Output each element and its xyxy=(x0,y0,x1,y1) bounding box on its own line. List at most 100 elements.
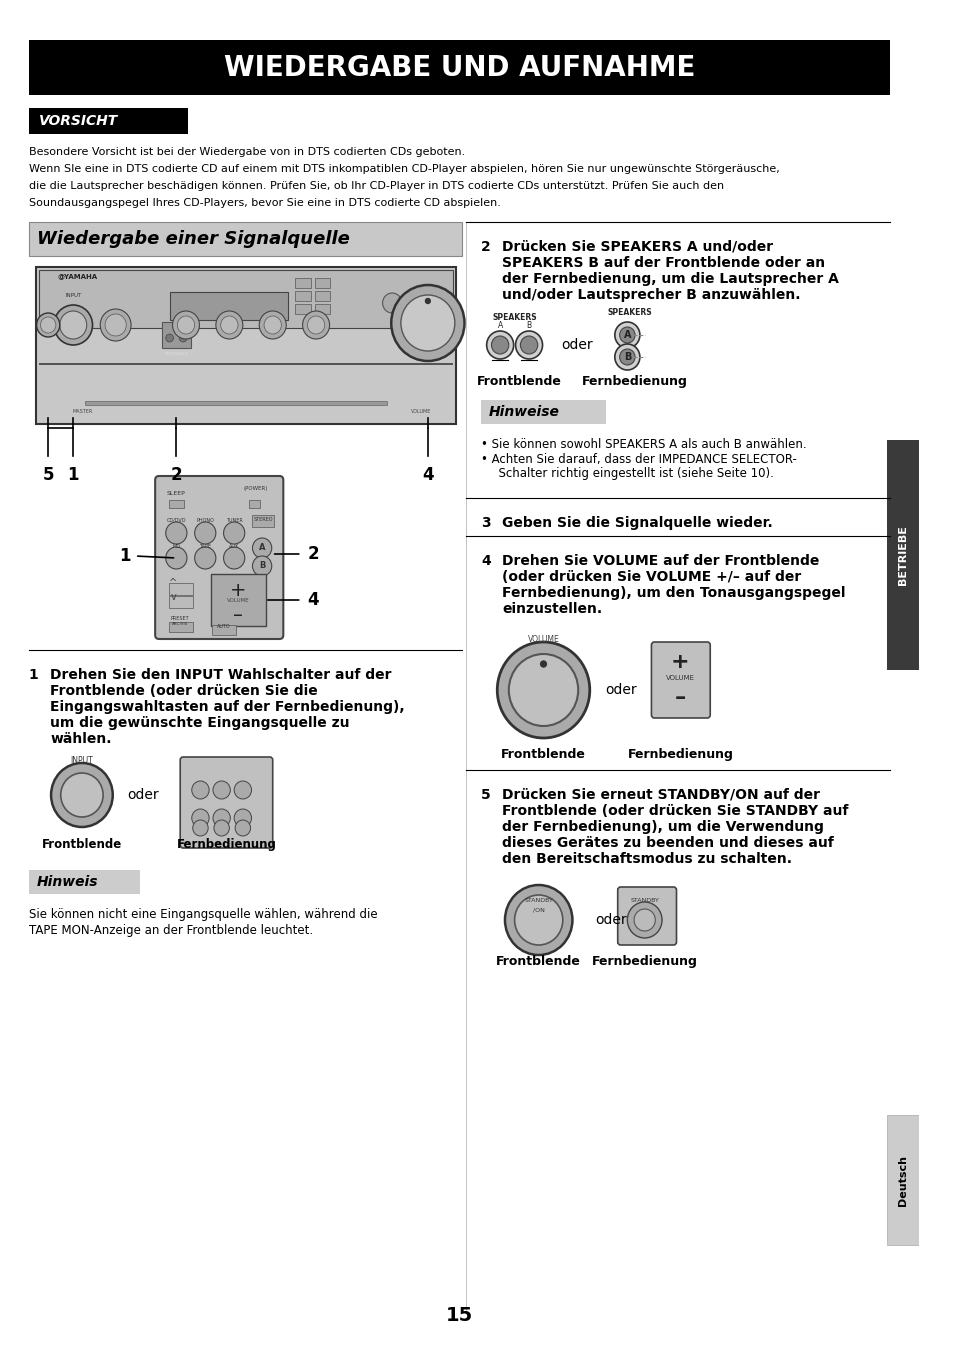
Circle shape xyxy=(213,820,229,836)
Text: WIEDERGABE UND AUFNAHME: WIEDERGABE UND AUFNAHME xyxy=(224,54,695,81)
Text: /ON: /ON xyxy=(532,909,544,913)
Text: VOLUME: VOLUME xyxy=(227,599,249,603)
Text: Deutsch: Deutsch xyxy=(897,1154,907,1205)
Text: A: A xyxy=(623,330,631,340)
Text: wählen.: wählen. xyxy=(51,732,112,745)
Text: Frontblende: Frontblende xyxy=(500,748,585,762)
Circle shape xyxy=(166,334,173,342)
Text: v: v xyxy=(171,592,176,603)
Bar xyxy=(480,400,605,425)
Circle shape xyxy=(105,314,126,336)
Text: Drücken Sie erneut STANDBY/ON auf der: Drücken Sie erneut STANDBY/ON auf der xyxy=(501,789,820,802)
Circle shape xyxy=(491,336,508,355)
Circle shape xyxy=(192,780,209,799)
Circle shape xyxy=(166,522,187,545)
Text: STANDBY: STANDBY xyxy=(524,898,553,903)
Text: 1: 1 xyxy=(29,669,39,682)
Circle shape xyxy=(234,820,251,836)
Text: VOLUME: VOLUME xyxy=(665,675,694,681)
Text: Sie können nicht eine Eingangsquelle wählen, während die: Sie können nicht eine Eingangsquelle wäh… xyxy=(29,909,377,921)
Bar xyxy=(885,1115,919,1246)
Circle shape xyxy=(515,332,542,359)
Bar xyxy=(162,322,191,348)
Bar xyxy=(169,500,184,508)
Text: PRESET: PRESET xyxy=(171,616,190,621)
Text: SPEAKERS: SPEAKERS xyxy=(607,307,652,317)
Circle shape xyxy=(627,902,661,938)
Text: den Bereitschaftsmodus zu schalten.: den Bereitschaftsmodus zu schalten. xyxy=(501,852,791,865)
Circle shape xyxy=(51,763,112,828)
Circle shape xyxy=(253,538,272,558)
Text: STEREO: STEREO xyxy=(253,518,273,522)
Circle shape xyxy=(619,328,635,342)
Circle shape xyxy=(400,295,455,350)
Text: BETRIEBE: BETRIEBE xyxy=(897,526,907,585)
Text: INPUT: INPUT xyxy=(65,293,81,298)
Text: Schalter richtig eingestellt ist (siehe Seite 10).: Schalter richtig eingestellt ist (siehe … xyxy=(490,466,773,480)
Text: SPEAKERS B auf der Frontblende oder an: SPEAKERS B auf der Frontblende oder an xyxy=(501,256,824,270)
Circle shape xyxy=(40,317,56,333)
Circle shape xyxy=(486,332,513,359)
Text: PHONO: PHONO xyxy=(196,518,214,523)
Text: Frontblende (oder drücken Sie die: Frontblende (oder drücken Sie die xyxy=(51,683,317,698)
Circle shape xyxy=(192,809,209,828)
Text: INPUT: INPUT xyxy=(71,756,93,766)
Circle shape xyxy=(497,642,589,737)
Text: oder: oder xyxy=(561,338,593,352)
Circle shape xyxy=(259,311,286,338)
Text: B: B xyxy=(623,352,630,363)
Text: Wenn SIe eine in DTS codierte CD auf einem mit DTS inkompatiblen CD-Player abspi: Wenn SIe eine in DTS codierte CD auf ein… xyxy=(29,164,779,174)
Text: • Achten Sie darauf, dass der IMPEDANCE SELECTOR-: • Achten Sie darauf, dass der IMPEDANCE … xyxy=(480,453,796,466)
Text: der Fernbedienung), um die Verwendung: der Fernbedienung), um die Verwendung xyxy=(501,820,823,834)
Circle shape xyxy=(406,293,425,313)
Text: 2: 2 xyxy=(480,240,490,253)
Text: A: A xyxy=(258,543,265,553)
Text: 5: 5 xyxy=(42,466,54,484)
Circle shape xyxy=(519,336,537,355)
FancyBboxPatch shape xyxy=(155,476,283,639)
Text: IMPEDANCE: IMPEDANCE xyxy=(164,352,189,356)
Text: 4: 4 xyxy=(421,466,434,484)
Text: AUTO: AUTO xyxy=(216,624,230,630)
Text: Geben Sie die Signalquelle wieder.: Geben Sie die Signalquelle wieder. xyxy=(501,516,772,530)
Text: Frontblende (oder drücken Sie STANDBY auf: Frontblende (oder drücken Sie STANDBY au… xyxy=(501,803,847,818)
Circle shape xyxy=(100,309,131,341)
Text: Besondere Vorsicht ist bei der Wiedergabe von in DTS codierten CDs geboten.: Besondere Vorsicht ist bei der Wiedergab… xyxy=(29,147,465,156)
Text: • Sie können sowohl SPEAKERS A als auch B anwählen.: • Sie können sowohl SPEAKERS A als auch … xyxy=(480,438,805,452)
Circle shape xyxy=(36,313,60,337)
Text: 15: 15 xyxy=(446,1306,473,1325)
Text: Frontblende: Frontblende xyxy=(496,954,580,968)
Bar xyxy=(169,596,193,608)
Circle shape xyxy=(194,547,215,569)
Text: einzustellen.: einzustellen. xyxy=(501,603,601,616)
Text: CD/DVD: CD/DVD xyxy=(167,518,186,523)
Text: MASTER: MASTER xyxy=(72,408,92,414)
Circle shape xyxy=(307,315,324,334)
Text: 4: 4 xyxy=(307,590,318,609)
Text: SPEAKERS: SPEAKERS xyxy=(492,313,537,322)
Circle shape xyxy=(54,305,92,345)
Text: 2: 2 xyxy=(171,466,182,484)
Text: SLEEP: SLEEP xyxy=(167,491,186,496)
FancyBboxPatch shape xyxy=(211,574,266,625)
Text: VOLUME: VOLUME xyxy=(527,635,558,644)
Bar xyxy=(314,278,330,288)
Circle shape xyxy=(233,809,252,828)
FancyBboxPatch shape xyxy=(35,267,456,425)
Circle shape xyxy=(233,780,252,799)
Text: ABC/SIS: ABC/SIS xyxy=(172,621,188,625)
Circle shape xyxy=(253,555,272,576)
Circle shape xyxy=(382,293,401,313)
Text: Frontblende: Frontblende xyxy=(42,838,122,851)
Bar xyxy=(314,291,330,301)
Bar xyxy=(29,40,889,94)
Circle shape xyxy=(614,322,639,348)
Text: TAPE MON-Anzeige an der Frontblende leuchtet.: TAPE MON-Anzeige an der Frontblende leuc… xyxy=(29,923,313,937)
Bar xyxy=(212,625,235,635)
Text: Drehen Sie den INPUT Wahlschalter auf der: Drehen Sie den INPUT Wahlschalter auf de… xyxy=(51,669,391,682)
Bar xyxy=(38,270,453,328)
Text: Drehen Sie VOLUME auf der Frontblende: Drehen Sie VOLUME auf der Frontblende xyxy=(501,554,819,568)
Text: Wiedergabe einer Signalquelle: Wiedergabe einer Signalquelle xyxy=(36,231,349,248)
Circle shape xyxy=(61,772,103,817)
Bar xyxy=(253,515,274,527)
